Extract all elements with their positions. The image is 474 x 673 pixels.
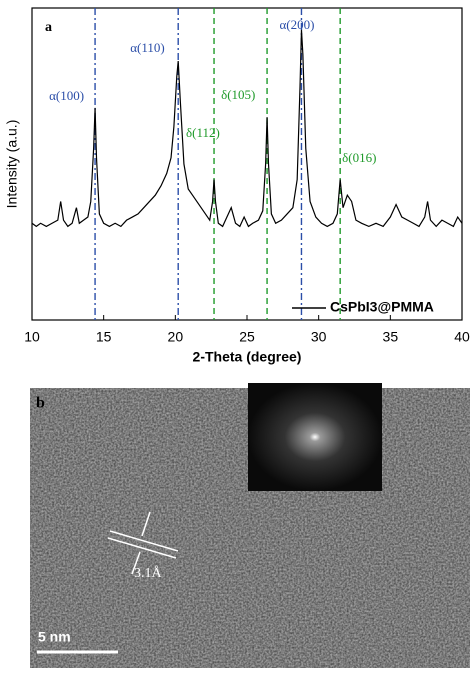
panel-b: b 3.1Å 5 nm <box>30 383 470 668</box>
peak-label: α(200) <box>279 17 314 32</box>
panel-label: b <box>36 395 45 412</box>
x-axis-label: 2-Theta (degree) <box>193 349 302 365</box>
x-tick-label: 35 <box>383 329 399 345</box>
peak-label: δ(016) <box>342 150 376 165</box>
peak-label: α(100) <box>49 88 84 103</box>
x-tick-label: 40 <box>454 329 470 345</box>
xrd-line <box>31 29 463 228</box>
lattice-marker <box>107 511 179 575</box>
peak-label: δ(112) <box>186 125 220 140</box>
panel-label: a <box>45 20 52 35</box>
x-tick-label: 20 <box>168 329 184 345</box>
peak-label: δ(105) <box>221 87 255 102</box>
x-tick-label: 25 <box>239 329 255 345</box>
legend-label: CsPbI3@PMMA <box>330 299 434 315</box>
d-spacing: 3.1Å <box>134 565 163 581</box>
x-tick-label: 30 <box>311 329 327 345</box>
scale-bar-label: 5 nm <box>38 629 71 645</box>
x-tick-label: 15 <box>96 329 112 345</box>
x-tick-label: 10 <box>24 329 40 345</box>
fft-inset <box>248 383 382 491</box>
peak-label: α(110) <box>130 40 165 55</box>
y-axis-label: Intensity (a.u.) <box>4 120 20 209</box>
